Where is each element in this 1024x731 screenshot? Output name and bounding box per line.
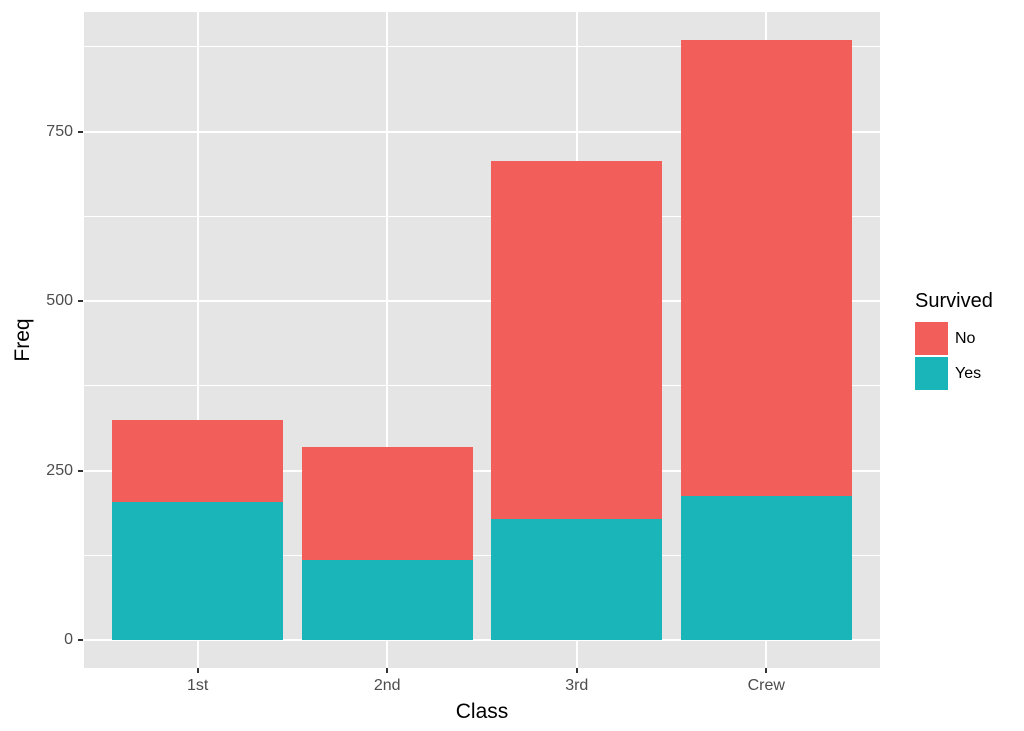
legend-swatch-yes: [915, 357, 948, 390]
gridline-major-v: [386, 12, 389, 668]
legend-swatch-no: [915, 322, 948, 355]
y-axis-tick: [78, 300, 83, 302]
y-axis-tick: [78, 130, 83, 133]
y-axis-tick: [78, 469, 83, 472]
x-axis-tick: [765, 668, 768, 673]
bar-segment-yes-1st: [112, 502, 283, 640]
legend-label: Yes: [955, 364, 982, 382]
y-axis-tick-label: 750: [46, 122, 73, 140]
gridline-minor-h: [84, 385, 880, 387]
gridline-major-h: [84, 469, 880, 472]
x-axis-tick-label: 3rd: [565, 677, 589, 694]
gridline-minor-h: [84, 554, 880, 556]
y-axis-tick-label: 0: [64, 631, 73, 648]
y-axis-tick-label: 250: [46, 461, 73, 479]
bar-segment-yes-3rd: [491, 519, 663, 640]
bar-segment-no-2nd: [301, 446, 473, 560]
x-axis-tick: [196, 668, 199, 673]
gridline-major-h: [84, 130, 880, 133]
bar-segment-yes-crew: [681, 496, 852, 640]
y-axis-tick-label: 500: [46, 292, 73, 309]
x-axis-tick-label: 1st: [187, 677, 209, 694]
bar-segment-yes-2nd: [301, 559, 473, 640]
bar-segment-no-3rd: [491, 161, 663, 520]
x-axis-title: Class: [455, 700, 509, 723]
bar-segment-no-1st: [112, 419, 283, 503]
legend: Survived No Yes: [915, 290, 1020, 392]
gridline-major-h: [84, 639, 880, 641]
x-axis-tick-label: Crew: [747, 677, 785, 694]
legend-items: No Yes: [915, 322, 1020, 390]
gridline-major-v: [196, 12, 199, 668]
legend-label: No: [955, 329, 976, 347]
gridline-minor-h: [84, 215, 880, 217]
legend-item-yes: Yes: [915, 357, 1020, 390]
legend-item-no: No: [915, 322, 1020, 355]
legend-title: Survived: [915, 290, 993, 312]
bar-segment-no-crew: [681, 39, 852, 497]
gridline-major-h: [84, 300, 880, 302]
x-axis-tick: [575, 668, 578, 673]
y-axis-title: Freq: [11, 318, 34, 362]
plot-panel: [84, 12, 880, 668]
y-axis-tick: [78, 639, 83, 641]
gridline-minor-h: [84, 46, 880, 48]
x-axis-tick: [386, 668, 389, 673]
x-axis-tick-label: 2nd: [373, 677, 401, 694]
